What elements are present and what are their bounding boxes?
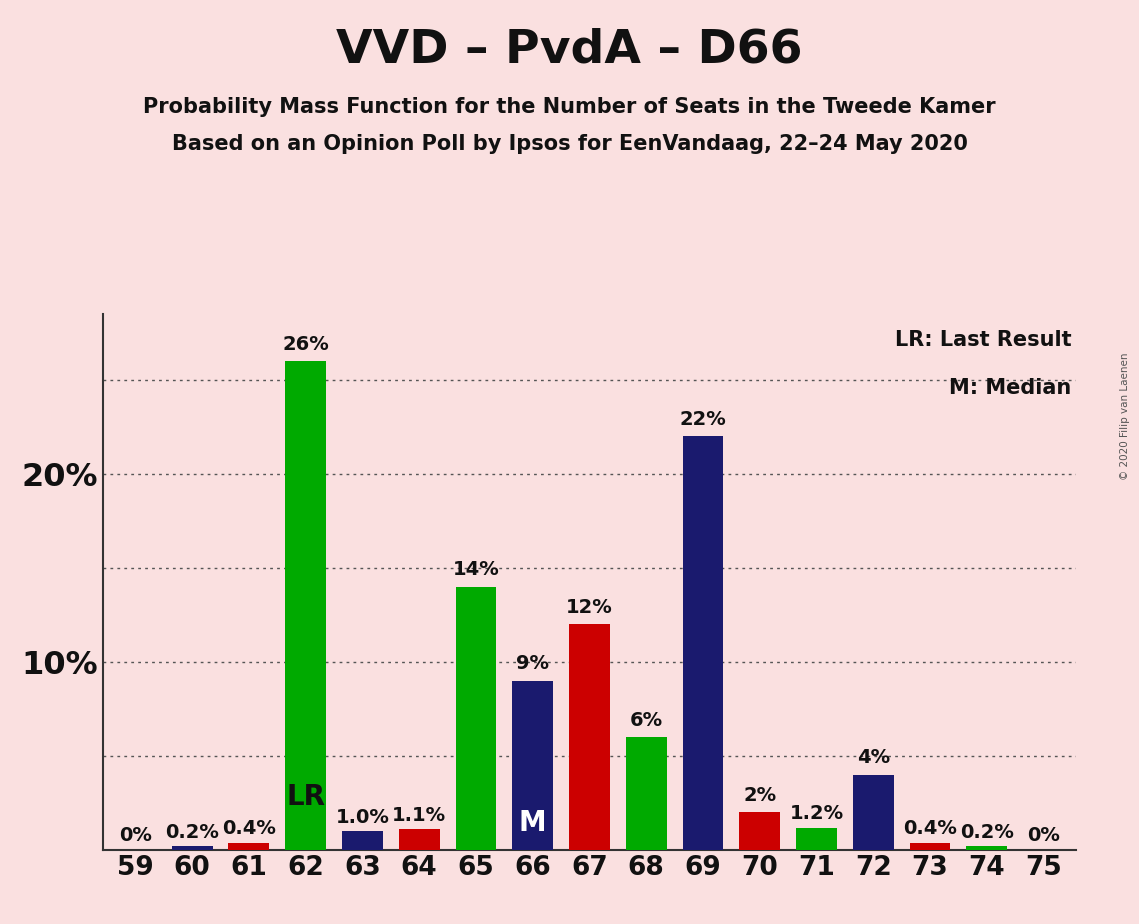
Bar xyxy=(739,812,780,850)
Bar xyxy=(342,832,383,850)
Text: 0%: 0% xyxy=(1027,826,1060,845)
Bar xyxy=(853,775,894,850)
Text: 12%: 12% xyxy=(566,598,613,617)
Text: 1.0%: 1.0% xyxy=(336,808,390,827)
Text: 9%: 9% xyxy=(516,654,549,674)
Bar xyxy=(285,361,326,850)
Text: 14%: 14% xyxy=(452,560,499,579)
Text: © 2020 Filip van Laenen: © 2020 Filip van Laenen xyxy=(1121,352,1130,480)
Text: 1.1%: 1.1% xyxy=(392,806,446,825)
Text: 0.4%: 0.4% xyxy=(903,819,957,838)
Text: 1.2%: 1.2% xyxy=(789,804,844,822)
Text: LR: Last Result: LR: Last Result xyxy=(895,330,1072,350)
Bar xyxy=(625,737,666,850)
Bar xyxy=(966,846,1007,850)
Text: 0.2%: 0.2% xyxy=(165,822,219,842)
Bar xyxy=(910,843,950,850)
Text: 2%: 2% xyxy=(743,786,777,805)
Text: 6%: 6% xyxy=(630,711,663,730)
Text: M: M xyxy=(519,808,547,836)
Bar xyxy=(682,436,723,850)
Bar xyxy=(513,681,554,850)
Text: M: Median: M: Median xyxy=(949,379,1072,398)
Text: Based on an Opinion Poll by Ipsos for EenVandaag, 22–24 May 2020: Based on an Opinion Poll by Ipsos for Ee… xyxy=(172,134,967,154)
Bar xyxy=(456,587,497,850)
Text: 4%: 4% xyxy=(857,748,890,767)
Text: 26%: 26% xyxy=(282,334,329,354)
Text: 0%: 0% xyxy=(118,826,151,845)
Text: LR: LR xyxy=(286,783,325,811)
Text: 22%: 22% xyxy=(680,410,727,429)
Bar xyxy=(570,625,609,850)
Text: VVD – PvdA – D66: VVD – PvdA – D66 xyxy=(336,28,803,73)
Bar xyxy=(399,830,440,850)
Bar xyxy=(796,828,837,850)
Text: 0.2%: 0.2% xyxy=(960,822,1014,842)
Bar xyxy=(229,843,269,850)
Text: Probability Mass Function for the Number of Seats in the Tweede Kamer: Probability Mass Function for the Number… xyxy=(144,97,995,117)
Bar xyxy=(172,846,213,850)
Text: 0.4%: 0.4% xyxy=(222,819,276,838)
